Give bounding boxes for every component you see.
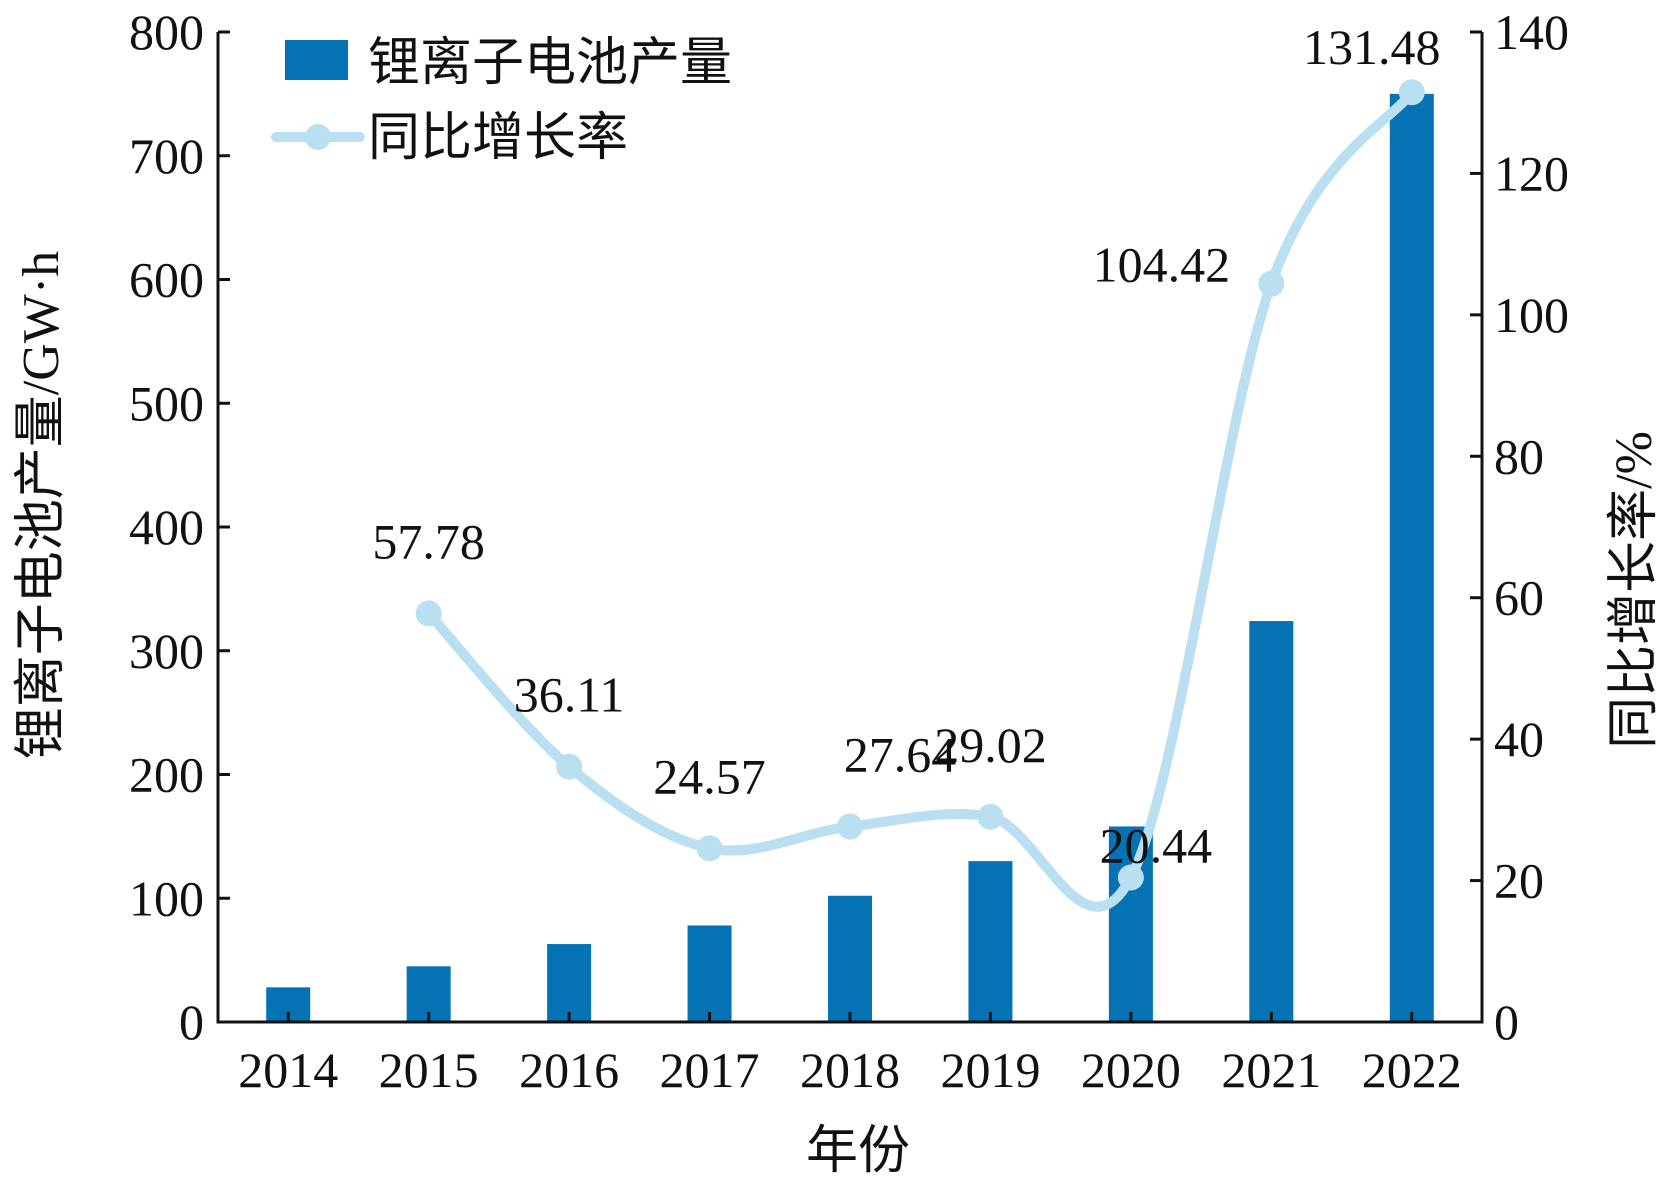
y-tick-label: 0 — [179, 994, 204, 1050]
bar-2016 — [547, 944, 592, 1022]
y-tick-label: 300 — [129, 623, 204, 679]
x-tick-label: 2015 — [379, 1042, 479, 1098]
growth-point-2015 — [415, 600, 442, 627]
growth-point-2019 — [977, 803, 1004, 830]
data-label-2019: 29.02 — [934, 717, 1047, 773]
y-tick-label: 600 — [129, 252, 204, 308]
growth-line-layer — [415, 79, 1425, 912]
data-label-2016: 36.11 — [514, 667, 625, 723]
y2-axis-title: 同比增长率/% — [1606, 431, 1663, 749]
bar-2020 — [1108, 826, 1153, 1022]
y2-tick-label: 140 — [1494, 4, 1569, 60]
x-tick-label: 2022 — [1362, 1042, 1462, 1098]
y2-tick-label: 80 — [1494, 428, 1544, 484]
x-tick-label: 2016 — [519, 1042, 619, 1098]
legend-line-marker — [305, 124, 331, 150]
y2-tick-label: 0 — [1494, 994, 1519, 1050]
data-label-2018: 27.64 — [844, 727, 957, 783]
x-tick-label: 2020 — [1081, 1042, 1181, 1098]
y-tick-label: 700 — [129, 128, 204, 184]
legend-bar-label: 锂离子电池产量 — [368, 35, 732, 92]
growth-point-2022 — [1398, 79, 1425, 106]
growth-point-2020 — [1117, 864, 1144, 891]
legend-line-label: 同比增长率 — [368, 110, 628, 167]
bar-2021 — [1249, 621, 1294, 1022]
legend: 锂离子电池产量 同比增长率 — [271, 35, 732, 167]
x-tick-label: 2017 — [660, 1042, 760, 1098]
y2-tick-label: 40 — [1494, 711, 1544, 767]
data-label-2022: 131.48 — [1303, 19, 1441, 75]
y2-tick-label: 60 — [1494, 570, 1544, 626]
growth-point-2016 — [556, 753, 583, 780]
data-label-2017: 24.57 — [653, 748, 766, 804]
y2-tick-label: 120 — [1494, 145, 1569, 201]
data-label-2015: 57.78 — [372, 513, 485, 569]
y-tick-label: 200 — [129, 747, 204, 803]
data-label-2021: 104.42 — [1093, 237, 1231, 293]
x-tick-label: 2021 — [1221, 1042, 1321, 1098]
growth-point-2017 — [696, 835, 723, 862]
y2-tick-label: 100 — [1494, 287, 1569, 343]
growth-point-2018 — [837, 813, 863, 840]
x-tick-label: 2014 — [238, 1042, 338, 1098]
x-tick-label: 2018 — [800, 1042, 900, 1098]
x-axis-title: 年份 — [806, 1123, 910, 1180]
ticks-layer: 0 100 200 300 400 500 600 700 800 0 20 40 60 80 100 120… — [129, 4, 1569, 1098]
bar-2018 — [828, 895, 872, 1022]
bars-layer — [266, 93, 1434, 1022]
y2-tick-label: 20 — [1494, 853, 1544, 909]
y-tick-label: 400 — [129, 499, 204, 555]
growth-point-2021 — [1258, 270, 1285, 297]
bar-2019 — [968, 861, 1013, 1022]
y-tick-label: 800 — [129, 4, 204, 60]
y-axis-title: 锂离子电池产量/GW·h — [13, 251, 70, 759]
bar-2017 — [687, 925, 732, 1022]
x-tick-label: 2019 — [940, 1042, 1040, 1098]
y-tick-label: 100 — [129, 870, 204, 926]
legend-bar-swatch — [285, 40, 348, 80]
data-label-2020: 20.44 — [1100, 817, 1213, 873]
bar-2022 — [1389, 93, 1434, 1022]
y-tick-label: 500 — [129, 375, 204, 431]
